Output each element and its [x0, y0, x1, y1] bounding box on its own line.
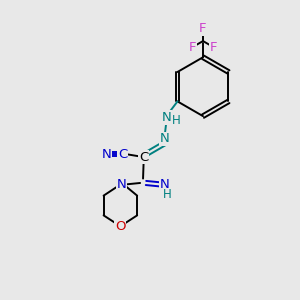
Text: F: F	[199, 22, 207, 35]
Text: N: N	[160, 132, 170, 145]
Text: H: H	[163, 188, 172, 201]
Text: N: N	[101, 148, 111, 160]
Text: H: H	[172, 114, 181, 127]
Text: N: N	[161, 111, 171, 124]
Text: F: F	[188, 41, 196, 54]
Text: N: N	[159, 178, 169, 191]
Text: C: C	[118, 148, 127, 160]
Text: N: N	[117, 178, 127, 191]
Text: C: C	[139, 151, 148, 164]
Text: F: F	[210, 41, 218, 54]
Text: O: O	[115, 220, 126, 233]
